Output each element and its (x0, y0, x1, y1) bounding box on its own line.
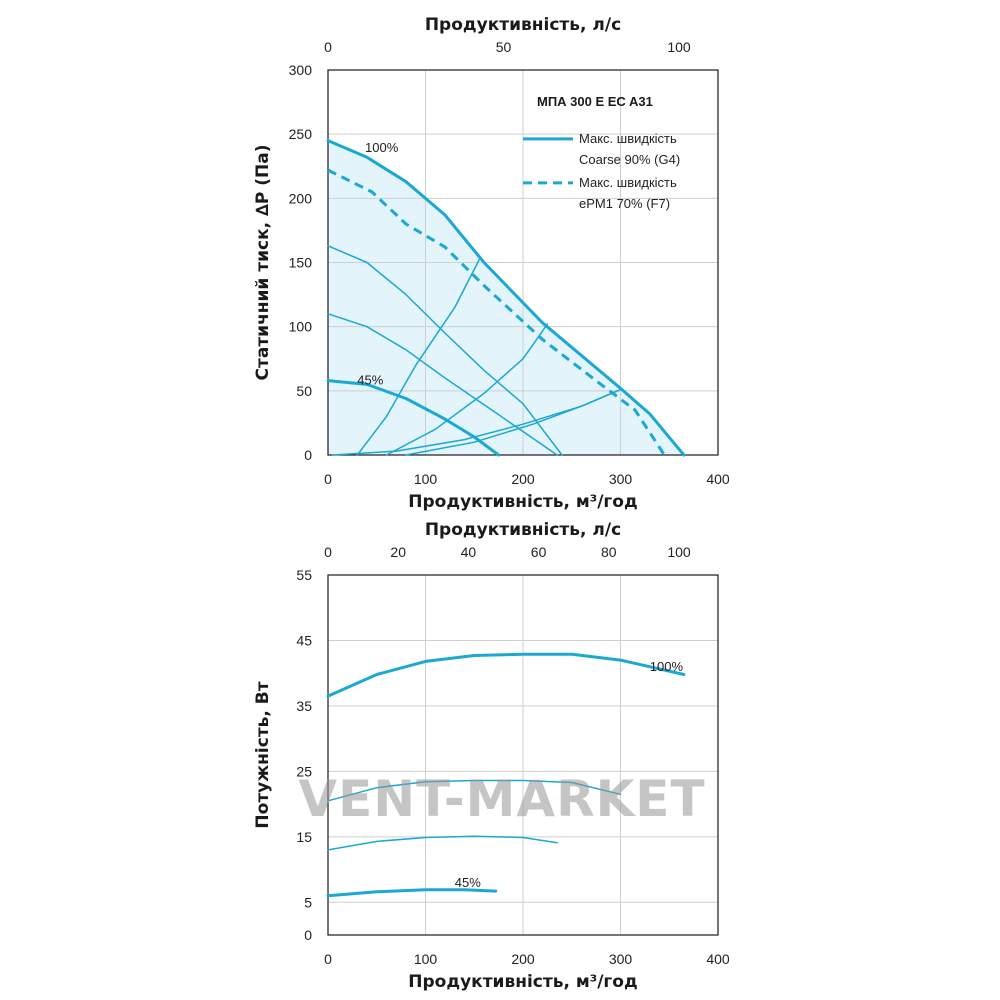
series-line-1 (327, 779, 622, 802)
legend-label: Coarse 90% (G4) (579, 152, 680, 167)
series-line-5 (356, 259, 480, 456)
x2-tick-label: 100 (667, 39, 691, 55)
series-line-8 (332, 388, 622, 456)
y-tick-label: 35 (296, 698, 312, 714)
x2-tick-label: 50 (496, 39, 512, 55)
legend-title: МПА 300 E EC A31 (537, 94, 653, 109)
x-tick-label: 400 (706, 951, 730, 967)
series-line-6 (385, 323, 549, 456)
y-tick-label: 5 (304, 894, 312, 910)
y-tick-label: 300 (289, 62, 313, 78)
x2-tick-label: 0 (324, 39, 332, 55)
x-axis-title: Продуктивність, м³/год (408, 492, 637, 512)
plot-frame (327, 574, 719, 936)
x-tick-label: 300 (609, 471, 633, 487)
x-tick-label: 0 (324, 471, 332, 487)
series-line-1 (327, 168, 666, 456)
x2-tick-label: 60 (531, 544, 547, 560)
legend-label: Макс. швидкість (579, 131, 677, 146)
y-tick-label: 50 (296, 383, 312, 399)
y-tick-label: 0 (304, 447, 312, 463)
plot-frame (327, 69, 719, 456)
x-tick-label: 400 (706, 471, 730, 487)
x2-tick-label: 20 (390, 544, 406, 560)
series-line-3 (326, 888, 498, 898)
y-tick-label: 45 (296, 632, 312, 648)
x-tick-label: 100 (414, 471, 438, 487)
x-tick-label: 200 (511, 471, 535, 487)
x-axis-title: Продуктивність, м³/год (408, 972, 637, 992)
x2-axis-title: Продуктивність, л/с (425, 520, 621, 540)
y-tick-label: 250 (289, 126, 313, 142)
x2-tick-label: 0 (324, 544, 332, 560)
curve-label: 100% (365, 140, 399, 155)
curve-label: 100% (650, 659, 684, 674)
series-line-0 (326, 139, 686, 457)
y-axis-title: Потужність, Вт (253, 681, 273, 828)
series-line-2 (327, 245, 563, 456)
pressure-chart: 100% 45% 0 100 200 300 400 0 50 100 150 200 250 300 0 5… (253, 15, 730, 512)
y-tick-label: 25 (296, 763, 312, 779)
x2-tick-label: 40 (461, 544, 477, 560)
y-tick-label: 0 (304, 927, 312, 943)
operating-area-fill (328, 140, 684, 455)
power-chart: 100% 45% 0 100 200 300 400 0 5 15 25 35 45 55 0 20 40 60 8… (253, 520, 730, 992)
legend-label: Макс. швидкість (579, 175, 677, 190)
series-line-2 (327, 835, 558, 851)
y-tick-label: 55 (296, 567, 312, 583)
curve-label: 45% (357, 372, 383, 387)
y-tick-label: 200 (289, 190, 313, 206)
x-tick-label: 200 (511, 951, 535, 967)
y-tick-label: 150 (289, 255, 313, 271)
legend-label: ePM1 70% (F7) (579, 196, 670, 211)
x2-tick-label: 80 (601, 544, 617, 560)
curve-label: 45% (455, 875, 481, 890)
y-tick-label: 100 (289, 319, 313, 335)
watermark-text: VENT-MARKET (298, 770, 705, 828)
x2-tick-label: 100 (667, 544, 691, 560)
x-tick-label: 300 (609, 951, 633, 967)
x-tick-label: 100 (414, 951, 438, 967)
series-line-4 (326, 379, 501, 457)
series-line-0 (326, 652, 686, 698)
series-line-3 (327, 313, 558, 456)
y-axis-title: Статичний тиск, ∆P (Па) (253, 145, 273, 381)
x2-axis-title: Продуктивність, л/с (425, 15, 621, 35)
y-tick-label: 15 (296, 829, 312, 845)
x-tick-label: 0 (324, 951, 332, 967)
